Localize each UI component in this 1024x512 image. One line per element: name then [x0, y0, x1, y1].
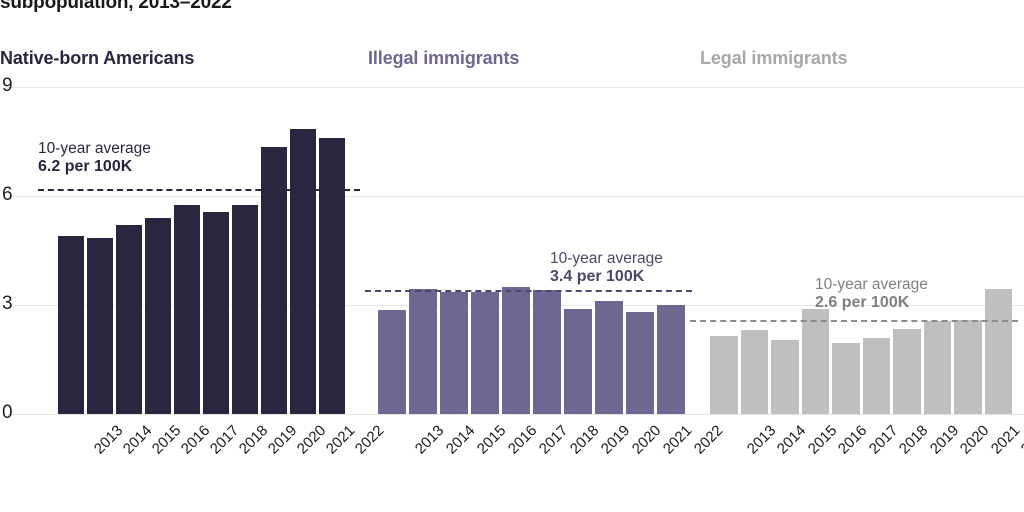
y-axis-tick-label: 9 [2, 75, 13, 97]
bar[interactable] [595, 301, 623, 414]
x-axis-tick-label: 2017 [865, 422, 902, 458]
x-axis-tick-label: 2022 [1018, 422, 1024, 458]
bar[interactable] [533, 290, 561, 414]
bar[interactable] [409, 288, 437, 414]
y-axis-tick-label: 3 [2, 293, 13, 314]
bar[interactable] [116, 225, 142, 414]
average-line-3 [690, 319, 1018, 322]
bar[interactable] [862, 337, 890, 414]
bar[interactable] [232, 205, 258, 414]
x-axis-tick-label: 2018 [896, 422, 932, 458]
bar[interactable] [771, 339, 799, 414]
bar[interactable] [290, 128, 316, 414]
x-axis-tick-label: 2019 [926, 422, 963, 458]
y-axis-tick-label: 6 [2, 184, 13, 206]
page-title: subpopulation, 2013–2022 [0, 0, 232, 13]
average-line-1 [38, 188, 360, 191]
bar[interactable] [203, 212, 229, 414]
bar[interactable] [801, 308, 829, 414]
bar[interactable] [471, 292, 499, 414]
bar[interactable] [502, 286, 530, 414]
average-caption: 10-year average [550, 250, 663, 267]
average-annotation-1: 10-year average 6.2 per 100K [38, 140, 151, 177]
bar[interactable] [58, 235, 84, 414]
average-value: 6.2 per 100K [38, 158, 133, 176]
panel-title-1: Native-born Americans [0, 48, 195, 68]
bar[interactable] [832, 343, 860, 414]
gridline-9 [8, 87, 1024, 89]
gridline-6 [8, 196, 1024, 198]
average-annotation-2: 10-year average 3.4 per 100K [550, 250, 663, 287]
panel-title-3: Legal immigrants [700, 48, 848, 68]
bar[interactable] [564, 308, 592, 414]
bar[interactable] [261, 146, 287, 414]
bar[interactable] [440, 292, 468, 414]
average-caption: 10-year average [38, 140, 151, 157]
bar[interactable] [319, 137, 345, 414]
average-line-2 [365, 290, 692, 293]
x-axis-tick-label: 2016 [835, 422, 871, 458]
average-value: 2.6 per 100K [815, 294, 910, 312]
bar[interactable] [740, 330, 768, 414]
bar[interactable] [657, 305, 685, 414]
bar[interactable] [923, 321, 951, 414]
x-axis-tick-label: 2015 [804, 422, 841, 458]
bar[interactable] [626, 312, 654, 414]
gridline-0 [8, 414, 1024, 415]
bar[interactable] [984, 288, 1012, 414]
y-axis-tick-label: 0 [2, 402, 13, 423]
bar[interactable] [174, 205, 200, 414]
average-caption: 10-year average [815, 276, 928, 293]
average-annotation-3: 10-year average 2.6 per 100K [815, 276, 928, 313]
bar[interactable] [378, 310, 406, 414]
x-axis-tick-label: 2013 [743, 422, 780, 458]
average-value: 3.4 per 100K [550, 268, 645, 286]
bar[interactable] [954, 319, 982, 414]
bar[interactable] [145, 217, 171, 414]
x-axis-tick-label: 2021 [987, 422, 1024, 458]
bar[interactable] [893, 328, 921, 414]
x-axis-tick-label: 2020 [957, 422, 993, 458]
bar[interactable] [87, 237, 113, 414]
x-axis-tick-label: 2014 [774, 422, 810, 458]
panel-title-2: Illegal immigrants [368, 48, 520, 68]
bar[interactable] [710, 335, 738, 414]
